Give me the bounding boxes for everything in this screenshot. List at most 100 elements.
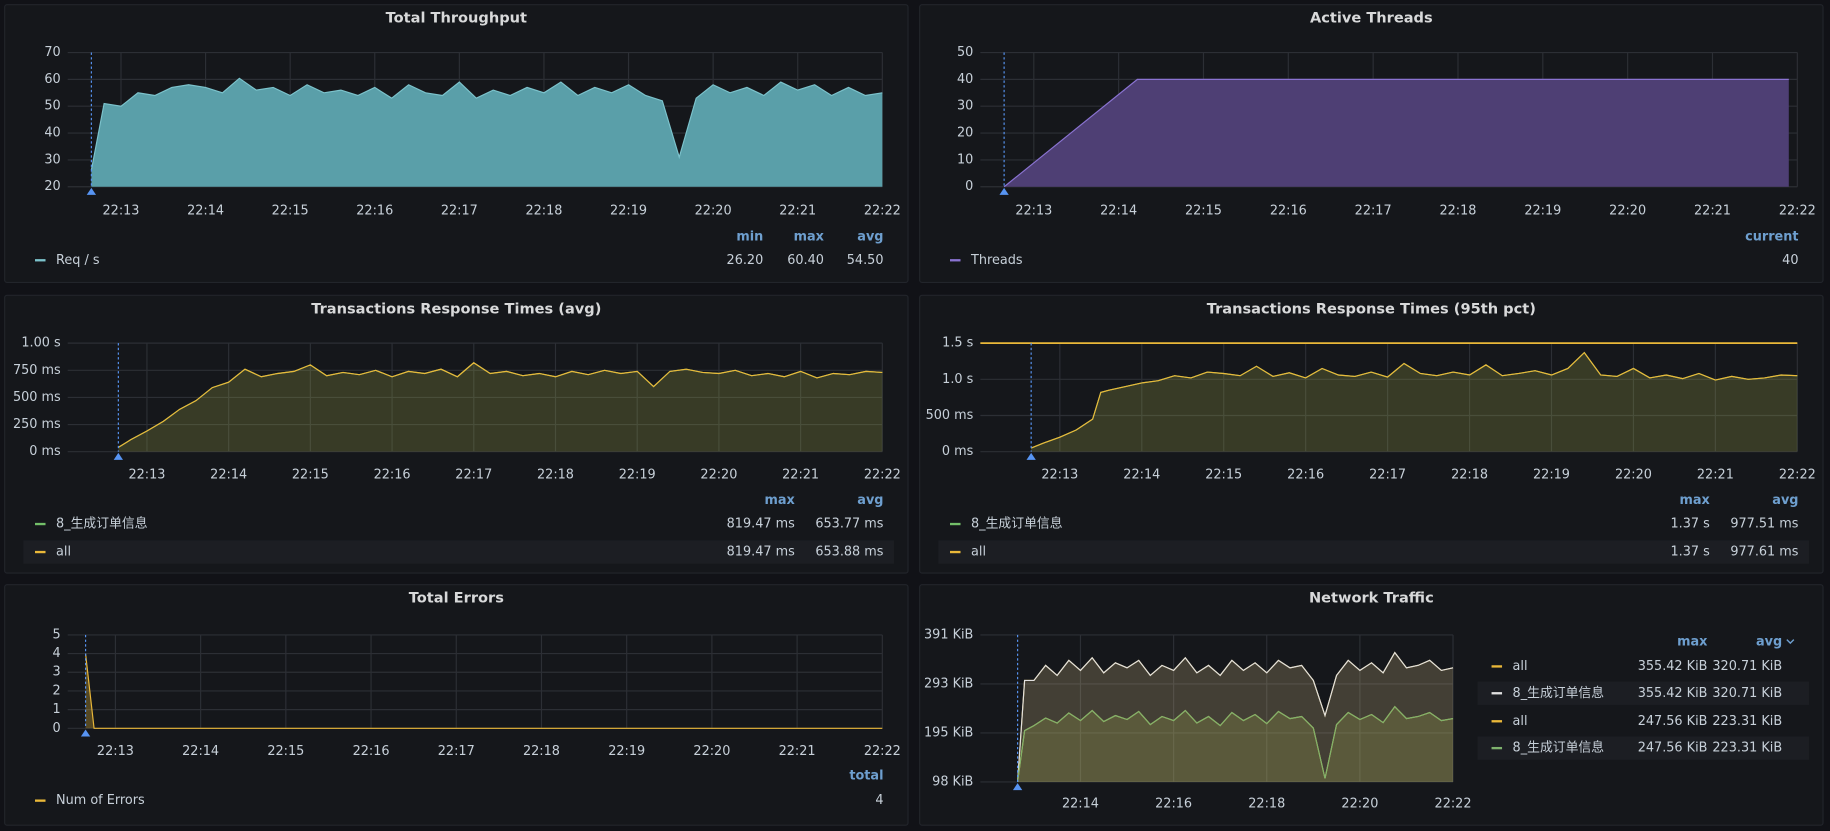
x-tick-label: 22:14 [210, 468, 247, 483]
x-tick-label: 22:15 [267, 744, 304, 759]
legend-row-bg [1477, 681, 1809, 705]
x-tick-label: 22:18 [1248, 797, 1285, 812]
x-tick-label: 22:17 [455, 468, 492, 483]
area-fill [118, 362, 883, 452]
legend-name: Threads [970, 253, 1023, 268]
x-tick-label: 22:13 [97, 744, 134, 759]
x-tick-label: 22:20 [693, 744, 730, 759]
y-tick-label: 1.00 s [21, 336, 61, 351]
y-tick-label: 30 [44, 152, 60, 167]
x-tick-label: 22:13 [1015, 204, 1052, 219]
y-tick-label: 20 [44, 179, 60, 194]
legend-stat: 247.56 KiB [1638, 714, 1708, 729]
series-line [1017, 651, 1454, 782]
x-tick-label: 22:14 [1062, 797, 1099, 812]
panel-title: Total Throughput [386, 10, 527, 27]
y-tick-label: 4 [53, 646, 61, 661]
panel-title: Transactions Response Times (95th pct) [1207, 300, 1536, 317]
area-fill [1017, 706, 1454, 782]
area-fill [1017, 706, 1454, 782]
legend-stat: 60.40 [787, 253, 824, 268]
y-tick-label: 0 ms [942, 444, 974, 459]
area-fill [1031, 352, 1798, 452]
x-tick-label: 22:20 [1609, 204, 1646, 219]
x-tick-label: 22:16 [1287, 468, 1324, 483]
x-tick-label: 22:14 [1100, 204, 1137, 219]
x-tick-label: 22:22 [1779, 468, 1816, 483]
y-tick-label: 10 [957, 152, 973, 167]
series-line [1030, 351, 1798, 449]
y-tick-label: 0 [965, 179, 973, 194]
x-tick-label: 22:20 [700, 468, 737, 483]
x-tick-label: 22:21 [1694, 204, 1731, 219]
legend-header: max [1677, 634, 1708, 649]
annotation-marker [113, 452, 124, 460]
x-tick-label: 22:21 [782, 468, 819, 483]
series-line [1017, 705, 1454, 782]
legend-stat: 977.61 ms [1730, 545, 1798, 560]
legend-header: total [849, 769, 883, 784]
panel-title: Transactions Response Times (avg) [311, 300, 601, 317]
legend-stat: 4 [875, 793, 883, 808]
x-tick-label: 22:18 [1439, 204, 1476, 219]
legend-name: all [1513, 659, 1528, 674]
x-tick-label: 22:18 [523, 744, 560, 759]
legend-stat: 247.56 KiB [1638, 741, 1708, 756]
x-tick-label: 22:22 [1435, 797, 1472, 812]
x-tick-label: 22:22 [864, 468, 901, 483]
y-tick-label: 5 [53, 627, 61, 642]
x-tick-label: 22:16 [374, 468, 411, 483]
area-fill [1017, 652, 1454, 782]
legend-header: avg [1756, 634, 1782, 649]
annotation-marker [80, 729, 91, 737]
y-tick-label: 1.0 s [942, 372, 973, 387]
legend-header: max [1679, 493, 1710, 508]
x-tick-label: 22:17 [1355, 204, 1392, 219]
annotation-marker [1012, 783, 1023, 791]
y-tick-label: 70 [44, 45, 60, 60]
x-tick-label: 22:13 [103, 204, 140, 219]
legend-header: avg [857, 493, 883, 508]
legend-header: avg [1772, 493, 1798, 508]
legend-header: max [764, 493, 795, 508]
legend-name: 8_生成订单信息 [1513, 740, 1605, 756]
y-tick-label: 40 [957, 72, 973, 87]
sort-chevron [1786, 639, 1795, 645]
series-line [90, 77, 883, 171]
y-tick-label: 750 ms [13, 363, 61, 378]
legend-stat: 819.47 ms [727, 517, 795, 532]
x-tick-label: 22:17 [438, 744, 475, 759]
area-fill [1031, 352, 1798, 452]
panel-title: Network Traffic [1309, 590, 1434, 607]
x-tick-label: 22:18 [525, 204, 562, 219]
x-tick-label: 22:21 [1697, 468, 1734, 483]
legend-header: avg [857, 229, 883, 244]
y-tick-label: 195 KiB [924, 725, 973, 740]
panel [4, 294, 909, 574]
legend-stat: 355.42 KiB [1638, 686, 1708, 701]
y-tick-label: 1.5 s [942, 336, 973, 351]
y-tick-label: 500 ms [926, 408, 974, 423]
legend-stat: 653.88 ms [815, 545, 883, 560]
x-tick-label: 22:19 [619, 468, 656, 483]
x-tick-label: 22:15 [1205, 468, 1242, 483]
legend-name: 8_生成订单信息 [56, 516, 148, 532]
y-tick-label: 98 KiB [932, 774, 973, 789]
annotation-marker [999, 187, 1009, 195]
legend-name: Req / s [56, 253, 100, 268]
y-tick-label: 391 KiB [924, 627, 973, 642]
area-fill [1004, 79, 1789, 187]
legend-stat: 1.37 s [1670, 545, 1710, 560]
legend-row-bg [1477, 736, 1809, 760]
y-tick-label: 60 [44, 72, 60, 87]
x-tick-label: 22:18 [537, 468, 574, 483]
area-fill [118, 362, 883, 452]
legend-row-bg [938, 540, 1809, 564]
legend-stat: 977.51 ms [1730, 517, 1798, 532]
legend-stat: 40 [1782, 253, 1798, 268]
y-tick-label: 50 [957, 45, 973, 60]
x-tick-label: 22:19 [608, 744, 645, 759]
legend-stat: 355.42 KiB [1638, 659, 1708, 674]
annotation-marker [1026, 452, 1036, 460]
annotation-marker [86, 187, 97, 195]
